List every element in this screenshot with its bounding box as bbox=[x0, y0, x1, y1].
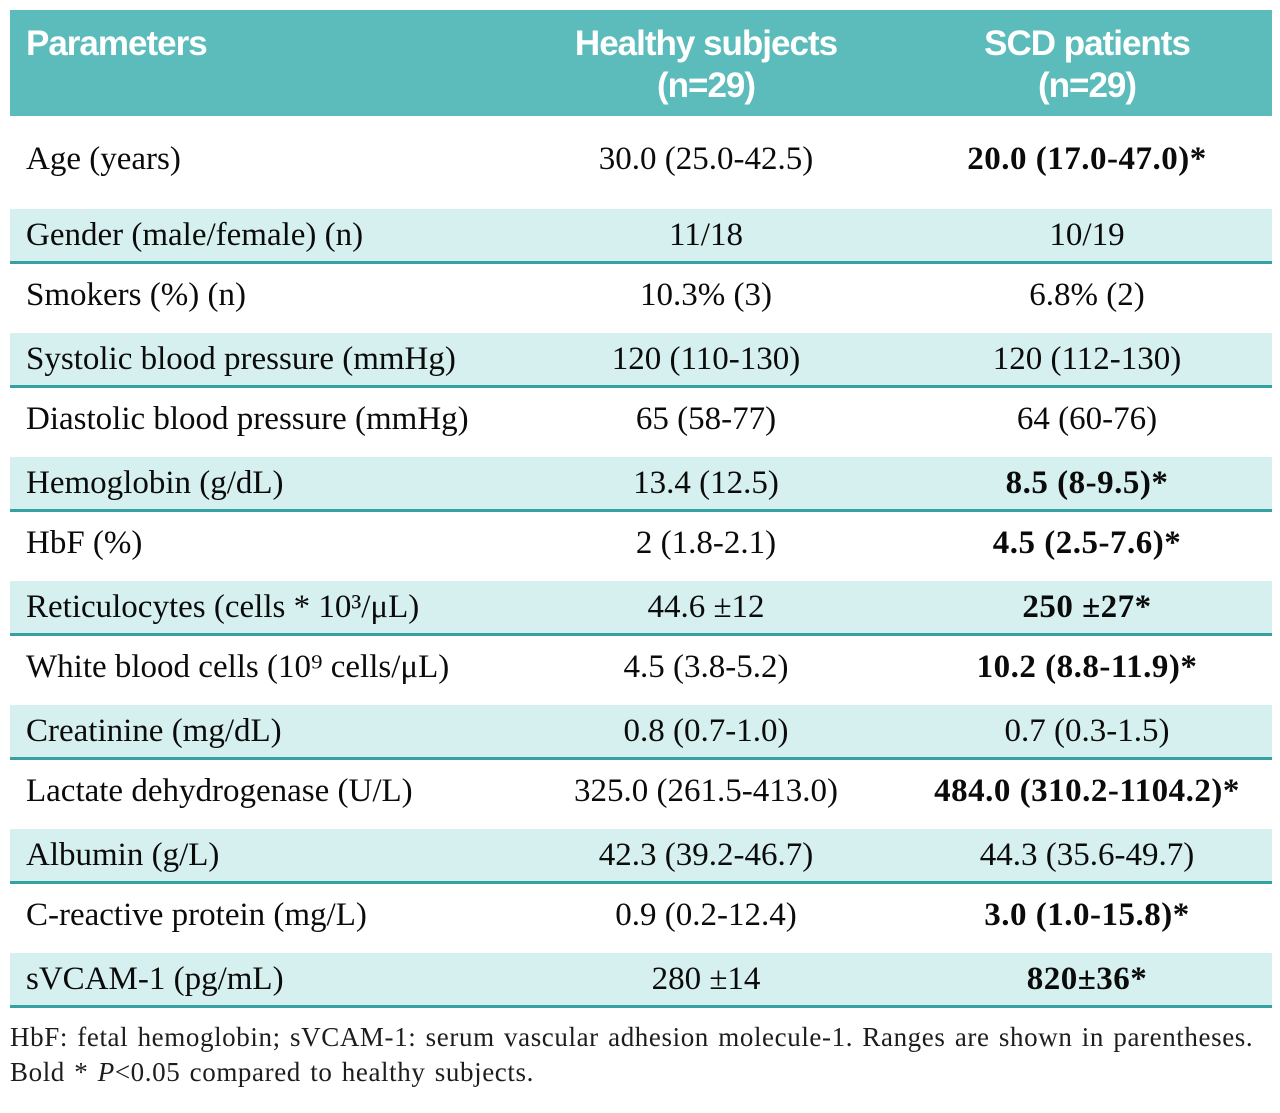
row-healthy-value: 42.3 (39.2-46.7) bbox=[598, 836, 814, 873]
footnote-part1: HbF: fetal hemoglobin; sVCAM-1: serum va… bbox=[10, 1022, 1254, 1087]
row-scd-value: 250 ±27* bbox=[1022, 588, 1152, 625]
row-parameter-label: Systolic blood pressure (mmHg) bbox=[26, 340, 456, 377]
row-scd-value: 10.2 (8.8-11.9)* bbox=[976, 648, 1198, 685]
row-healthy-value: 13.4 (12.5) bbox=[633, 464, 779, 501]
header-healthy-line1: Healthy subjects bbox=[574, 24, 838, 63]
table-row: Reticulocytes (cells * 10³/μL) 44.6 ±12 … bbox=[10, 574, 1272, 636]
footnote-p-symbol: P bbox=[97, 1057, 115, 1087]
row-healthy-value: 11/18 bbox=[669, 216, 743, 253]
header-scd-line1: SCD patients bbox=[984, 24, 1191, 63]
row-scd-value: 484.0 (310.2-1104.2)* bbox=[934, 772, 1240, 809]
header-parameters: Parameters bbox=[10, 10, 510, 116]
row-parameter-label: C-reactive protein (mg/L) bbox=[26, 896, 367, 933]
table-body: Age (years) 30.0 (25.0-42.5) 20.0 (17.0-… bbox=[10, 116, 1272, 1008]
table-header-row: Parameters Healthy subjects (n=29) SCD p… bbox=[10, 10, 1272, 116]
row-scd-value: 10/19 bbox=[1049, 216, 1125, 253]
row-parameter-label: HbF (%) bbox=[26, 524, 143, 561]
row-scd-value: 820±36* bbox=[1026, 960, 1148, 997]
row-parameter-label: Hemoglobin (g/dL) bbox=[26, 464, 284, 501]
table-row: White blood cells (10⁹ cells/μL) 4.5 (3.… bbox=[10, 636, 1272, 698]
row-parameter-label: Creatinine (mg/dL) bbox=[26, 712, 282, 749]
header-healthy-subjects: Healthy subjects (n=29) bbox=[510, 10, 902, 116]
table-row: HbF (%) 2 (1.8-2.1) 4.5 (2.5-7.6)* bbox=[10, 512, 1272, 574]
row-parameter-label: Diastolic blood pressure (mmHg) bbox=[26, 400, 469, 437]
table-row: Diastolic blood pressure (mmHg) 65 (58-7… bbox=[10, 388, 1272, 450]
header-parameters-label: Parameters bbox=[26, 24, 208, 63]
row-scd-value: 64 (60-76) bbox=[1016, 400, 1158, 437]
row-healthy-value: 30.0 (25.0-42.5) bbox=[598, 140, 814, 177]
table-footnote: HbF: fetal hemoglobin; sVCAM-1: serum va… bbox=[10, 1020, 1272, 1090]
table-row: Hemoglobin (g/dL) 13.4 (12.5) 8.5 (8-9.5… bbox=[10, 450, 1272, 512]
table-row: Age (years) 30.0 (25.0-42.5) 20.0 (17.0-… bbox=[10, 116, 1272, 202]
row-parameter-label: Age (years) bbox=[26, 140, 181, 177]
row-scd-value: 0.7 (0.3-1.5) bbox=[1004, 712, 1170, 749]
header-scd-patients: SCD patients (n=29) bbox=[902, 10, 1272, 116]
row-scd-value: 20.0 (17.0-47.0)* bbox=[967, 140, 1207, 177]
row-scd-value: 120 (112-130) bbox=[992, 340, 1182, 377]
row-scd-value: 6.8% (2) bbox=[1029, 276, 1145, 313]
footnote-part2: <0.05 compared to healthy subjects. bbox=[114, 1057, 534, 1087]
row-parameter-label: Reticulocytes (cells * 10³/μL) bbox=[26, 588, 420, 625]
row-healthy-value: 0.8 (0.7-1.0) bbox=[623, 712, 789, 749]
row-scd-value: 44.3 (35.6-49.7) bbox=[979, 836, 1195, 873]
row-healthy-value: 280 ±14 bbox=[651, 960, 761, 997]
row-scd-value: 3.0 (1.0-15.8)* bbox=[984, 896, 1190, 933]
table-row: sVCAM-1 (pg/mL) 280 ±14 820±36* bbox=[10, 946, 1272, 1008]
row-parameter-label: Smokers (%) (n) bbox=[26, 276, 246, 313]
row-healthy-value: 44.6 ±12 bbox=[647, 588, 765, 625]
table-row: Gender (male/female) (n) 11/18 10/19 bbox=[10, 202, 1272, 264]
table-row: Systolic blood pressure (mmHg) 120 (110-… bbox=[10, 326, 1272, 388]
row-parameter-label: Albumin (g/L) bbox=[26, 836, 220, 873]
row-healthy-value: 120 (110-130) bbox=[611, 340, 801, 377]
table-row: Smokers (%) (n) 10.3% (3) 6.8% (2) bbox=[10, 264, 1272, 326]
row-healthy-value: 4.5 (3.8-5.2) bbox=[623, 648, 789, 685]
row-parameter-label: Gender (male/female) (n) bbox=[26, 216, 364, 253]
comparison-table-figure: Parameters Healthy subjects (n=29) SCD p… bbox=[10, 10, 1272, 1090]
row-parameter-label: White blood cells (10⁹ cells/μL) bbox=[26, 648, 450, 685]
row-parameter-label: Lactate dehydrogenase (U/L) bbox=[26, 772, 413, 809]
table-row: Lactate dehydrogenase (U/L) 325.0 (261.5… bbox=[10, 760, 1272, 822]
table-row: C-reactive protein (mg/L) 0.9 (0.2-12.4)… bbox=[10, 884, 1272, 946]
row-healthy-value: 65 (58-77) bbox=[635, 400, 777, 437]
table-row: Creatinine (mg/dL) 0.8 (0.7-1.0) 0.7 (0.… bbox=[10, 698, 1272, 760]
row-parameter-label: sVCAM-1 (pg/mL) bbox=[26, 960, 284, 997]
header-healthy-line2: (n=29) bbox=[656, 66, 756, 105]
row-healthy-value: 0.9 (0.2-12.4) bbox=[615, 896, 797, 933]
table-row: Albumin (g/L) 42.3 (39.2-46.7) 44.3 (35.… bbox=[10, 822, 1272, 884]
header-scd-line2: (n=29) bbox=[1037, 66, 1137, 105]
row-healthy-value: 10.3% (3) bbox=[640, 276, 772, 313]
row-healthy-value: 2 (1.8-2.1) bbox=[635, 524, 777, 561]
row-scd-value: 8.5 (8-9.5)* bbox=[1005, 464, 1169, 501]
row-scd-value: 4.5 (2.5-7.6)* bbox=[992, 524, 1182, 561]
row-healthy-value: 325.0 (261.5-413.0) bbox=[574, 772, 838, 809]
